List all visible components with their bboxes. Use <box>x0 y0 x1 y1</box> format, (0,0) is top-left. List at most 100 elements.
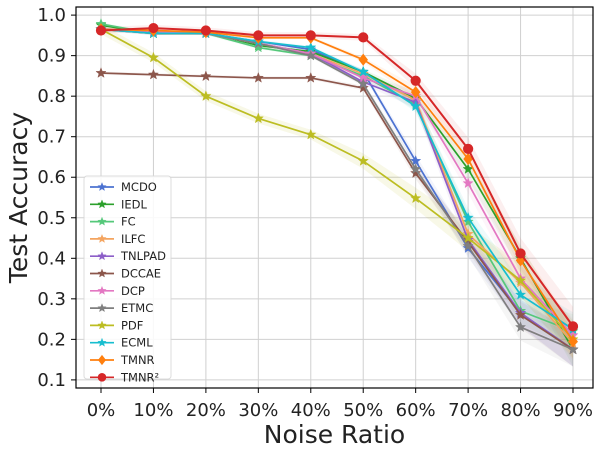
x-axis-label: Noise Ratio <box>264 420 405 449</box>
legend-label-iedl: IEDL <box>121 197 148 211</box>
legend-marker-tnlpad <box>97 251 107 261</box>
tmnr-point-90 <box>568 335 578 348</box>
legend-label-pdf: PDF <box>121 318 143 332</box>
legend-item-tmnr2: TMNR² <box>90 370 159 384</box>
legend-item-pdf: PDF <box>90 318 143 332</box>
legend-marker-pdf <box>97 320 107 330</box>
y-tick-label-0-6: 0.6 <box>37 167 66 188</box>
x-tick-label-50: 50% <box>343 400 383 421</box>
dccae-line <box>100 72 574 351</box>
legend-label-ecml: ECML <box>121 336 153 350</box>
legend: MCDO IEDL FC ILFC TNLPAD DCCAE DCP ETMC PDF ECML T… <box>83 175 172 384</box>
legend-label-ilfc: ILFC <box>121 232 145 246</box>
etmc-point-70 <box>462 240 474 251</box>
dcp-line <box>100 28 574 337</box>
legend-label-fc: FC <box>121 215 136 229</box>
pdf-line <box>100 28 574 341</box>
tnlpad-confidence-band <box>101 27 573 367</box>
y-axis-label: Test Accuracy <box>4 112 33 285</box>
legend-label-mcdo: MCDO <box>121 180 157 194</box>
legend-marker-dcp <box>97 285 107 295</box>
pdf-point-70 <box>462 232 474 243</box>
pdf-point-50 <box>357 155 369 166</box>
legend-marker-ecml <box>97 337 107 347</box>
legend-item-etmc: ETMC <box>90 301 153 315</box>
legend-marker-iedl <box>97 199 107 209</box>
legend-item-iedl: IEDL <box>90 197 148 211</box>
y-tick-label-0-7: 0.7 <box>37 127 66 148</box>
legend-item-dccae: DCCAE <box>90 267 161 281</box>
ecml-point-40 <box>305 41 317 53</box>
dcp-point-70 <box>462 177 474 189</box>
x-tick-label-20: 20% <box>186 400 226 421</box>
tmnr2-series <box>95 22 579 332</box>
legend-item-ilfc: ILFC <box>90 232 145 246</box>
legend-item-tnlpad: TNLPAD <box>90 249 166 263</box>
tmnr2-point-60 <box>410 75 421 86</box>
legend-label-dccae: DCCAE <box>121 267 161 281</box>
legend-marker-etmc <box>97 303 107 313</box>
x-tick-label-80: 80% <box>501 400 541 421</box>
legend-item-ecml: ECML <box>90 336 153 350</box>
axis-ticks: 0.1 0.2 0.3 0.4 0.5 0.6 0.7 0.8 0.9 1.0 0% 10% 20% 30… <box>37 5 593 421</box>
iedl-confidence-band <box>101 23 573 367</box>
dccae-point-30 <box>252 72 264 83</box>
y-tick-label-0-5: 0.5 <box>37 208 66 229</box>
etmc-point-40 <box>305 49 317 61</box>
tmnr-point-50 <box>358 53 368 66</box>
tmnr2-point-40 <box>305 30 316 41</box>
legend-marker-mcdo <box>97 182 107 191</box>
fc-point-30 <box>252 41 264 53</box>
y-tick-label-1-0: 1.0 <box>37 5 66 26</box>
x-tick-label-40: 40% <box>291 400 331 421</box>
ecml-point-70 <box>462 211 474 223</box>
pdf-point-10 <box>147 51 160 63</box>
tmnr-point-60 <box>410 86 421 99</box>
confidence-bands <box>101 22 573 367</box>
etmc-point-60 <box>410 163 422 174</box>
tmnr-point-70 <box>463 152 473 166</box>
x-tick-label-10: 10% <box>133 400 173 421</box>
legend-marker-fc <box>97 216 107 226</box>
tmnr-line <box>100 28 574 343</box>
plot-frame <box>75 6 594 389</box>
legend-marker-ilfc <box>97 233 107 243</box>
legend-label-tmnr2: TMNR² <box>120 370 159 384</box>
ecml-point-50 <box>357 65 369 77</box>
pdf-confidence-band <box>101 24 573 359</box>
legend-item-fc: FC <box>90 215 136 229</box>
legend-marker-tmnr2 <box>97 373 107 382</box>
pdf-point-30 <box>252 112 264 124</box>
legend-box <box>83 175 172 380</box>
tmnr2-point-50 <box>358 32 369 43</box>
dccae-point-0 <box>95 67 107 78</box>
x-tick-label-30: 30% <box>238 400 278 421</box>
ecml-point-60 <box>410 100 422 112</box>
y-tick-label-0-2: 0.2 <box>37 329 66 350</box>
y-tick-label-0-9: 0.9 <box>37 46 66 67</box>
legend-item-tmnr: TMNR <box>90 353 155 367</box>
fc-point-70 <box>462 215 474 227</box>
legend-label-dcp: DCP <box>121 284 145 298</box>
dccae-point-50 <box>357 82 369 93</box>
dccae-point-40 <box>305 72 317 83</box>
etmc-point-80 <box>514 321 527 332</box>
dccae-point-20 <box>200 70 212 82</box>
y-tick-label-0-4: 0.4 <box>37 248 66 269</box>
dccae-point-60 <box>410 167 422 178</box>
etmc-point-50 <box>357 78 369 89</box>
legend-label-tnlpad: TNLPAD <box>120 249 166 263</box>
tmnr2-point-80 <box>515 248 526 259</box>
tmnr2-point-20 <box>200 25 211 36</box>
mcdo-confidence-band <box>101 27 573 367</box>
x-tick-label-0: 0% <box>87 400 116 421</box>
tmnr2-point-70 <box>463 143 474 154</box>
legend-label-etmc: ETMC <box>121 301 153 315</box>
tmnr2-point-0 <box>95 25 107 36</box>
ecml-point-80 <box>514 288 527 300</box>
pdf-point-40 <box>305 128 317 140</box>
y-tick-label-0-8: 0.8 <box>37 86 66 107</box>
tmnr2-point-10 <box>148 22 159 34</box>
